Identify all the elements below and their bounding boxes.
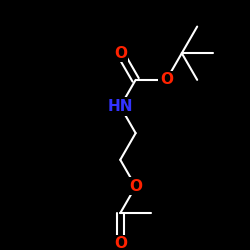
Text: HN: HN: [108, 99, 133, 114]
Text: O: O: [114, 46, 127, 61]
Text: O: O: [160, 72, 173, 87]
Text: O: O: [114, 236, 127, 250]
Text: O: O: [129, 179, 142, 194]
